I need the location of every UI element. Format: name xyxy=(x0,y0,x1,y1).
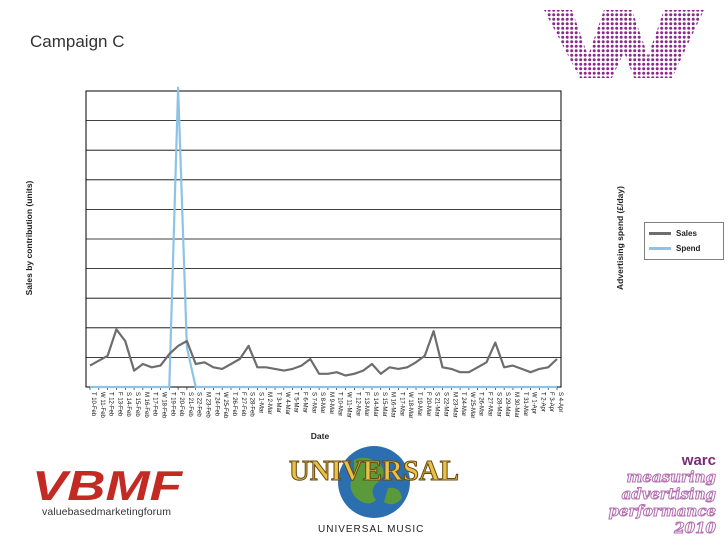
x-tick-label: S 1-Mar xyxy=(257,392,263,413)
x-tick-label: W 25-Mar xyxy=(469,392,475,418)
x-tick-label: M 30-Mar xyxy=(513,392,519,418)
universal-music-label: UNIVERSAL MUSIC xyxy=(318,524,425,535)
x-tick-label: S 28-Feb xyxy=(249,392,255,417)
x-tick-label: W 4-Mar xyxy=(284,392,290,415)
gridlines xyxy=(86,120,561,358)
vbmf-logo-text: VBMF xyxy=(32,462,184,506)
warc-line-2: advertising xyxy=(621,485,717,503)
warc-logo: warc measuring advertising performance 2… xyxy=(606,452,716,537)
universal-logo-icon: UNIVERSAL xyxy=(289,446,460,518)
x-tick-label: T 24-Feb xyxy=(213,392,219,417)
x-tick-label: W 18-Mar xyxy=(407,392,413,418)
x-tick-label: T 17-Feb xyxy=(152,392,158,417)
legend: Sales Spend xyxy=(644,222,724,260)
x-tick-label: S 29-Mar xyxy=(504,392,510,417)
x-tick-label: F 20-Mar xyxy=(425,392,431,416)
x-tick-label: M 2-Mar xyxy=(266,392,272,414)
x-tick-label: F 13-Mar xyxy=(363,392,369,416)
warc-line-3: performance xyxy=(608,502,716,520)
x-tick-label: T 26-Mar xyxy=(478,392,484,416)
x-tick-label: T 31-Mar xyxy=(522,392,528,416)
y2-axis-label: Advertising spend (£/day) xyxy=(615,186,625,290)
x-tick-label: W 25-Feb xyxy=(222,392,228,419)
warc-line-4: 2010 xyxy=(674,519,717,537)
x-tick-label: M 23-Feb xyxy=(205,392,211,418)
x-tick-label: T 24-Mar xyxy=(460,392,466,416)
x-tick-label: S 15-Feb xyxy=(134,392,140,417)
x-tick-label: W 11-Feb xyxy=(99,392,105,419)
x-tick-label: S 15-Mar xyxy=(381,392,387,417)
vv-logo-icon xyxy=(544,10,704,78)
legend-swatch-spend xyxy=(649,247,671,250)
x-tick-label: F 27-Mar xyxy=(487,392,493,416)
legend-label-spend: Spend xyxy=(676,244,701,253)
x-tick-label: S 8-Mar xyxy=(319,392,325,413)
warc-brand: warc xyxy=(681,452,716,469)
x-tick-label: F 6-Mar xyxy=(301,392,307,413)
y-axis-label: Sales by contribution (units) xyxy=(24,180,34,295)
series-lines xyxy=(89,86,558,389)
x-tick-label: S 28-Mar xyxy=(495,392,501,417)
x-tick-label: S 14-Feb xyxy=(125,392,131,417)
x-tick-label: S 14-Mar xyxy=(372,392,378,417)
series-line-sales xyxy=(89,328,558,377)
x-tick-label: T 19-Feb xyxy=(169,392,175,417)
x-tick-labels: T 10-Feb W 11-Feb T 12-Feb F 13-Feb S 14-Feb… xyxy=(89,387,563,419)
x-tick-label: T 12-Mar xyxy=(354,392,360,416)
x-tick-label: F 27-Feb xyxy=(240,392,246,417)
warc-line-1: measuring xyxy=(626,468,716,486)
universal-logo-text: UNIVERSAL xyxy=(289,456,459,487)
x-tick-label: F 13-Feb xyxy=(116,392,122,417)
x-tick-label: T 12-Feb xyxy=(108,392,114,417)
x-tick-label: T 19-Mar xyxy=(416,392,422,416)
x-tick-label: T 10-Mar xyxy=(337,392,343,416)
x-tick-label: T 17-Mar xyxy=(398,392,404,416)
legend-label-sales: Sales xyxy=(676,229,697,238)
x-tick-label: F 3-Apr xyxy=(548,392,554,412)
x-tick-label: S 21-Feb xyxy=(187,392,193,417)
x-tick-label: M 9-Mar xyxy=(328,392,334,414)
x-tick-label: M 23-Mar xyxy=(451,392,457,418)
legend-swatch-sales xyxy=(649,232,671,235)
x-tick-label: W 18-Feb xyxy=(160,392,166,419)
x-tick-label: F 20-Feb xyxy=(178,392,184,417)
x-tick-label: S 22-Feb xyxy=(196,392,202,417)
series-line-spend xyxy=(90,86,557,389)
x-tick-label: S 21-Mar xyxy=(434,392,440,417)
x-tick-label: T 26-Feb xyxy=(231,392,237,417)
legend-item-sales: Sales xyxy=(649,226,719,241)
x-tick-label: S 7-Mar xyxy=(310,392,316,413)
x-tick-label: S 22-Mar xyxy=(442,392,448,417)
chart-title: Campaign C xyxy=(30,32,125,51)
x-tick-label: W 11-Mar xyxy=(346,392,352,418)
x-tick-label: T 3-Mar xyxy=(275,392,281,413)
x-tick-label: W 1-Apr xyxy=(531,392,537,414)
legend-item-spend: Spend xyxy=(649,241,719,256)
x-tick-label: M 16-Mar xyxy=(390,392,396,418)
x-tick-label: T 2-Apr xyxy=(539,392,545,412)
x-tick-label: T 5-Mar xyxy=(293,392,299,413)
x-tick-label: M 16-Feb xyxy=(143,392,149,418)
x-axis-label: Date xyxy=(311,431,330,441)
vbmf-logo-icon: VBMF xyxy=(32,462,184,506)
x-tick-label: T 10-Feb xyxy=(90,392,96,417)
vbmf-subtitle: valuebasedmarketingforum xyxy=(42,506,172,518)
x-tick-label: S 4-Apr xyxy=(557,392,563,412)
